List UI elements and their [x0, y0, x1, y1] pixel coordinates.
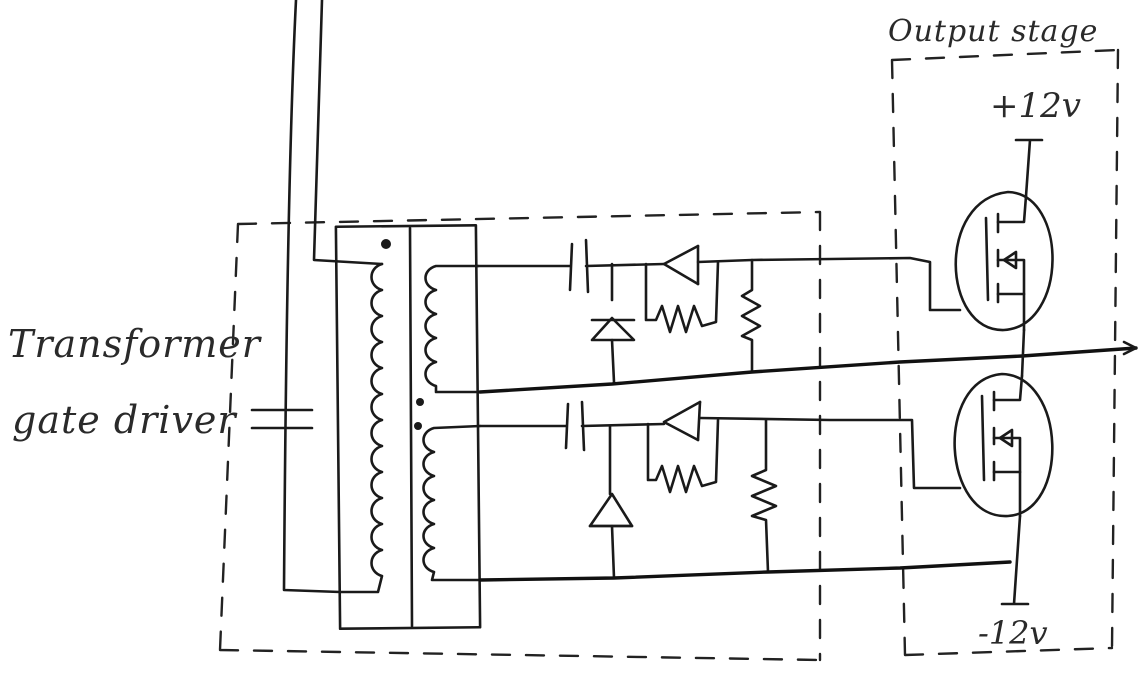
polarity-dot-primary — [381, 239, 391, 249]
negative-rail-label: -12v — [978, 614, 1048, 652]
top-mosfet-source — [1020, 328, 1026, 378]
bottom-mosfet — [953, 372, 1054, 518]
secondary-winding-top — [424, 264, 482, 394]
bottom-gate-resistor — [750, 418, 778, 574]
driver-label-line2: gate driver — [12, 398, 237, 442]
output-line — [478, 346, 1138, 394]
bottom-clamp-node — [608, 424, 616, 580]
primary-winding — [338, 262, 384, 594]
bottom-clamp-diode — [588, 492, 634, 528]
input-lead-right — [312, 0, 384, 266]
bottom-gate-wire — [478, 416, 962, 490]
transformer-core-divider — [408, 226, 414, 628]
bottom-series-diode — [662, 400, 702, 442]
top-mosfet — [954, 190, 1054, 332]
top-clamp-diode — [590, 316, 636, 342]
top-clamp-node — [610, 262, 616, 384]
bottom-parallel-resistor — [646, 418, 720, 494]
positive-supply-lead — [1014, 138, 1044, 198]
negative-supply-lead — [1000, 514, 1030, 606]
output-stage-boundary — [890, 48, 1120, 657]
bottom-rail — [478, 560, 1012, 582]
driver-label-line1: Transformer — [8, 322, 261, 366]
output-stage-label: Output stage — [888, 14, 1099, 49]
bottom-coupling-capacitor — [564, 400, 586, 452]
top-coupling-capacitor — [568, 238, 590, 294]
polarity-dot-secondary-top — [416, 398, 424, 406]
polarity-dot-secondary-bottom — [414, 422, 422, 430]
output-arrow — [1122, 340, 1138, 356]
top-gate-resistor — [740, 258, 762, 374]
gate-driver-boundary — [218, 210, 822, 662]
input-lead-left — [282, 0, 342, 594]
top-series-diode — [662, 244, 700, 286]
secondary-winding-bottom — [422, 424, 482, 582]
top-parallel-resistor — [644, 260, 720, 334]
positive-rail-label: +12v — [990, 86, 1081, 126]
input-capacitor — [250, 408, 314, 430]
top-gate-wire — [476, 256, 962, 312]
